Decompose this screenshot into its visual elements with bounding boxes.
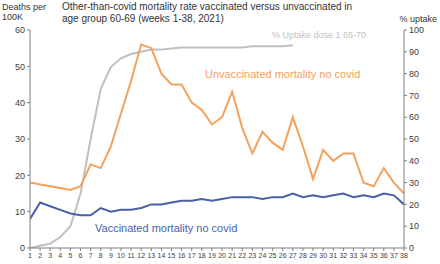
svg-text:100: 100	[409, 25, 424, 35]
svg-text:80: 80	[409, 69, 419, 79]
svg-text:30: 30	[409, 178, 419, 188]
svg-text:10: 10	[117, 252, 125, 259]
svg-text:11: 11	[127, 252, 134, 259]
svg-text:2: 2	[38, 252, 42, 259]
svg-text:24: 24	[259, 252, 267, 259]
svg-text:4: 4	[58, 252, 62, 259]
svg-text:17: 17	[188, 252, 196, 259]
svg-text:22: 22	[238, 252, 246, 259]
svg-text:19: 19	[208, 252, 216, 259]
svg-text:25: 25	[269, 252, 277, 259]
svg-text:60: 60	[409, 112, 419, 122]
svg-text:13: 13	[147, 252, 155, 259]
svg-text:14: 14	[158, 252, 166, 259]
svg-text:29: 29	[309, 252, 317, 259]
html-text:Unvaccinated mortality no covi: Unvaccinated mortality no covid	[205, 68, 361, 80]
svg-text:10: 10	[409, 221, 419, 231]
svg-text:35: 35	[370, 252, 378, 259]
svg-text:30: 30	[15, 134, 25, 144]
svg-text:60: 60	[15, 25, 25, 35]
html-text:Deaths per 100K: Deaths per 100K	[2, 2, 46, 22]
svg-text:38: 38	[400, 252, 408, 259]
svg-text:26: 26	[279, 252, 287, 259]
svg-text:3: 3	[48, 252, 52, 259]
html-text:Other-than-covid mortality rat: Other-than-covid mortality rate vaccinat…	[62, 1, 353, 24]
svg-text:10: 10	[15, 207, 25, 217]
html-text:Vaccinated mortality no covid: Vaccinated mortality no covid	[95, 222, 238, 234]
svg-text:0: 0	[409, 243, 414, 253]
svg-text:40: 40	[15, 98, 25, 108]
html-text:% Uptake dose 1 65-70: % Uptake dose 1 65-70	[272, 30, 367, 40]
svg-text:12: 12	[137, 252, 145, 259]
html-text:% uptake: % uptake	[399, 14, 437, 24]
svg-text:1: 1	[28, 252, 32, 259]
svg-text:15: 15	[168, 252, 176, 259]
svg-text:30: 30	[319, 252, 327, 259]
svg-text:20: 20	[15, 171, 25, 181]
svg-text:50: 50	[409, 134, 419, 144]
svg-text:20: 20	[409, 200, 419, 210]
svg-text:37: 37	[390, 252, 398, 259]
svg-text:18: 18	[198, 252, 206, 259]
svg-text:8: 8	[99, 252, 103, 259]
svg-text:32: 32	[339, 252, 347, 259]
svg-text:70: 70	[409, 91, 419, 101]
svg-text:34: 34	[360, 252, 368, 259]
svg-text:28: 28	[299, 252, 307, 259]
svg-text:6: 6	[79, 252, 83, 259]
svg-text:21: 21	[228, 252, 236, 259]
svg-text:9: 9	[109, 252, 113, 259]
svg-text:5: 5	[68, 252, 72, 259]
svg-text:0: 0	[20, 243, 25, 253]
svg-text:40: 40	[409, 156, 419, 166]
svg-text:20: 20	[218, 252, 226, 259]
svg-text:7: 7	[89, 252, 93, 259]
svg-text:33: 33	[350, 252, 358, 259]
svg-text:23: 23	[248, 252, 256, 259]
svg-text:31: 31	[329, 252, 337, 259]
svg-text:16: 16	[178, 252, 186, 259]
svg-text:90: 90	[409, 47, 419, 57]
svg-text:36: 36	[380, 252, 388, 259]
svg-text:50: 50	[15, 62, 25, 72]
svg-text:27: 27	[289, 252, 297, 259]
